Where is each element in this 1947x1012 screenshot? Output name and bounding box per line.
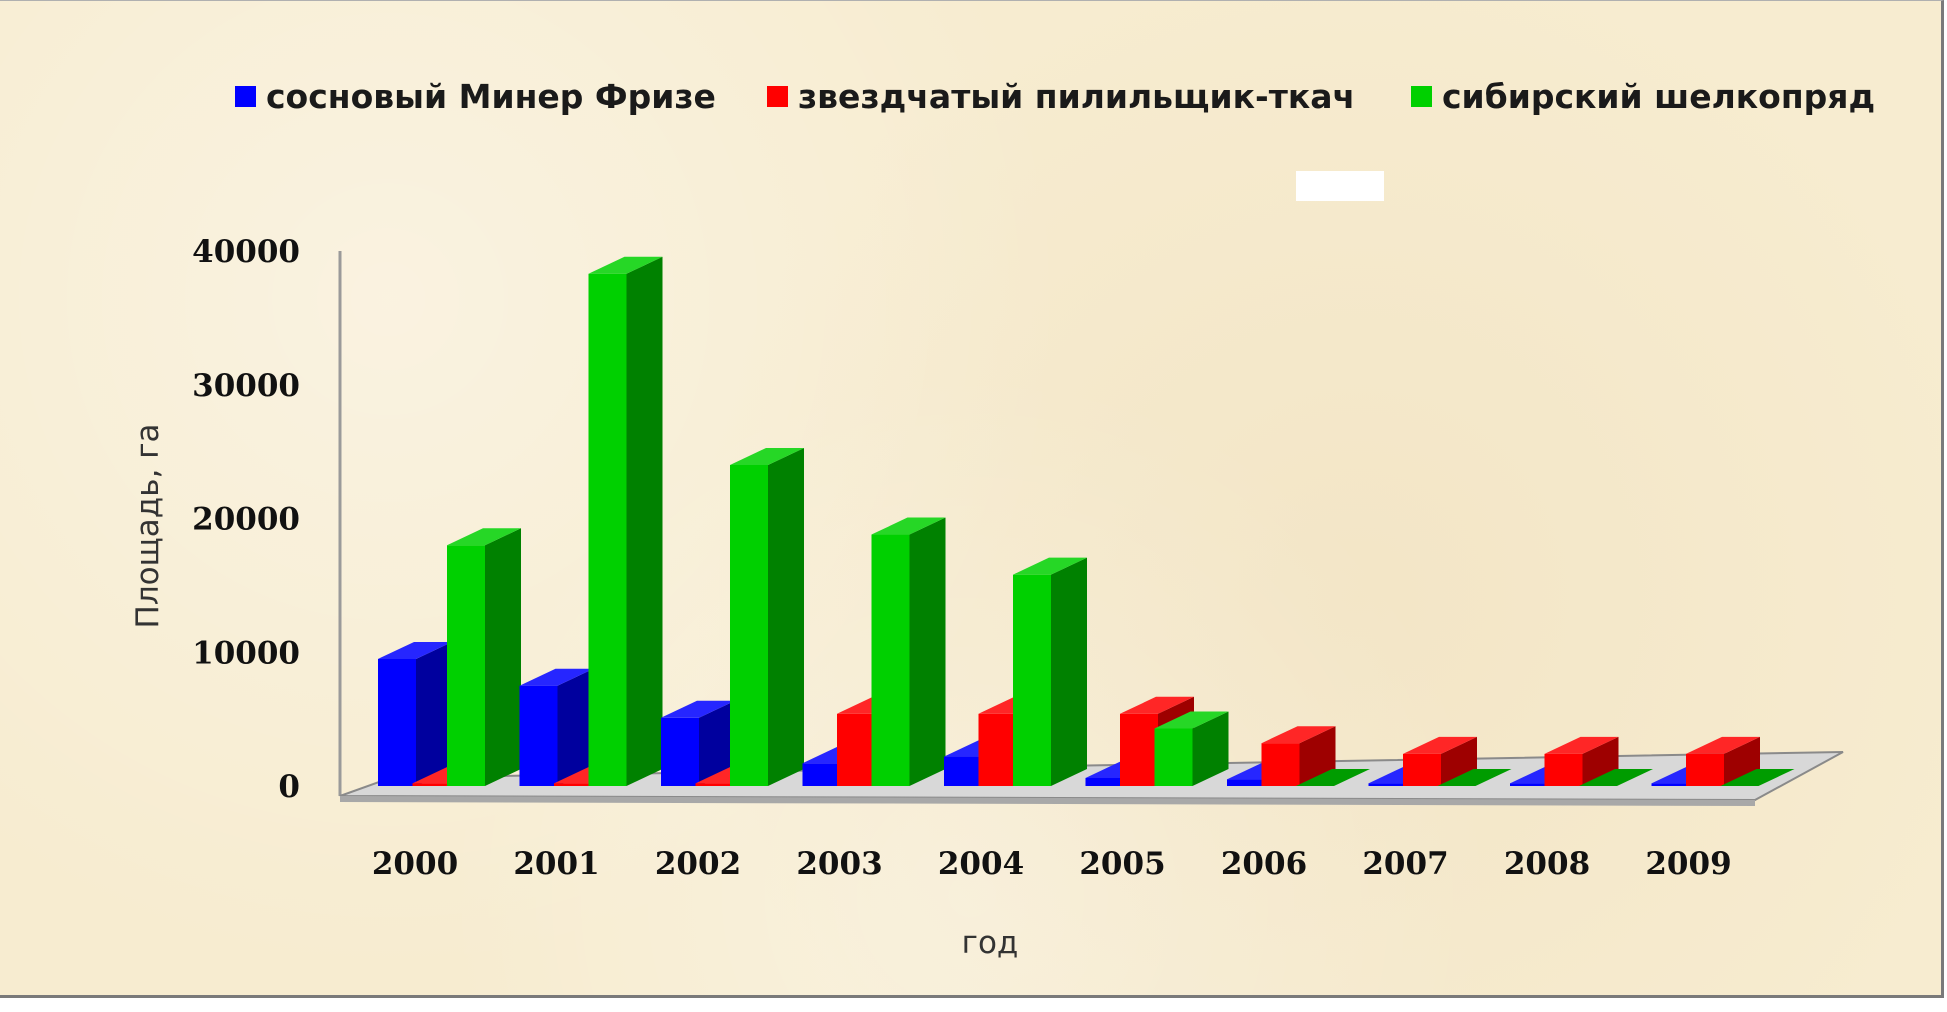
bar	[730, 465, 768, 786]
bar-side	[1192, 711, 1229, 786]
bar	[519, 685, 558, 786]
bar	[1579, 769, 1653, 786]
bar-top	[378, 641, 452, 659]
bar	[978, 713, 1017, 786]
legend-label: звездчатый пилильщик-ткач	[798, 77, 1356, 116]
bar	[661, 717, 699, 786]
x-tick-label: 2009	[1645, 846, 1731, 882]
legend-item: сибирский шелкопряд	[1411, 77, 1875, 116]
legend-swatch	[767, 86, 788, 107]
bar-top	[588, 256, 663, 274]
bar	[1403, 753, 1441, 786]
bar-side	[1724, 736, 1760, 786]
bar-top	[1154, 711, 1229, 729]
bar-top	[519, 668, 594, 686]
y-tick-label: 0	[278, 769, 300, 805]
bar	[1651, 783, 1690, 786]
bar	[588, 273, 627, 786]
legend-item: сосновый Минер Фризе	[235, 77, 716, 116]
legend-item: звездчатый пилильщик-ткач	[767, 77, 1355, 116]
bar-side	[1299, 726, 1336, 786]
x-tick-label: 2001	[513, 846, 599, 882]
y-tick-label: 10000	[192, 635, 300, 671]
bar	[944, 756, 982, 786]
y-tick-label: 40000	[192, 234, 300, 270]
legend-swatch	[235, 86, 256, 107]
bar	[1686, 753, 1724, 786]
bar	[1085, 777, 1124, 786]
bar	[1154, 728, 1193, 786]
x-tick-label: 2007	[1362, 846, 1448, 882]
bar	[554, 783, 592, 786]
bar-side	[626, 256, 663, 786]
bar-top	[1686, 736, 1760, 754]
bar-side	[557, 668, 594, 786]
bar	[1720, 769, 1795, 786]
floor-edge	[340, 796, 1755, 806]
bar	[1227, 779, 1265, 786]
x-tick-label: 2000	[372, 846, 458, 882]
white-patch	[1296, 171, 1384, 201]
bar-side	[768, 448, 804, 786]
x-tick-label: 2005	[1079, 846, 1165, 882]
x-tick-label: 2003	[796, 846, 882, 882]
bar	[695, 783, 734, 786]
bar	[1544, 753, 1583, 786]
y-tick-label: 30000	[192, 368, 300, 404]
bar-top	[730, 448, 804, 465]
bar-top	[447, 528, 521, 546]
bar	[1261, 743, 1300, 786]
bar-side	[485, 528, 521, 786]
bar	[837, 713, 875, 786]
bar-side	[416, 641, 452, 786]
bar-top	[661, 700, 735, 718]
bar-side	[699, 700, 735, 786]
y-axis-title: Площадь, га	[130, 424, 166, 629]
bar	[378, 658, 416, 786]
bar-side	[1582, 736, 1619, 786]
bar-side	[1441, 736, 1477, 786]
bar-top	[1013, 557, 1087, 575]
legend-label: сибирский шелкопряд	[1442, 77, 1876, 116]
y-tick-label: 20000	[192, 502, 300, 538]
bar	[1368, 783, 1407, 786]
x-tick-label: 2006	[1221, 846, 1307, 882]
legend-swatch	[1411, 86, 1432, 107]
bar	[1296, 769, 1370, 786]
x-tick-label: 2002	[655, 846, 741, 882]
bar-top	[1261, 726, 1336, 744]
bar	[447, 545, 485, 786]
bar	[802, 763, 841, 786]
legend-label: сосновый Минер Фризе	[266, 77, 716, 116]
bar	[1437, 769, 1512, 786]
chart-plot: 0 10000 20000 30000 40000 2000 2001 2002 2003 200…	[130, 234, 1844, 961]
bar	[1013, 574, 1051, 786]
x-tick-label: 2004	[938, 846, 1024, 882]
bar-top	[871, 517, 946, 535]
bar-top	[1120, 696, 1194, 714]
bar-top	[1403, 736, 1477, 754]
bar	[1120, 713, 1158, 786]
x-axis-title: год	[962, 925, 1019, 961]
bar-side	[909, 517, 946, 786]
bar	[1510, 783, 1548, 786]
bar-top	[1544, 736, 1619, 754]
x-tick-label: 2008	[1504, 846, 1590, 882]
bar-side	[1051, 557, 1087, 786]
bar	[412, 783, 451, 786]
bar	[871, 534, 910, 786]
